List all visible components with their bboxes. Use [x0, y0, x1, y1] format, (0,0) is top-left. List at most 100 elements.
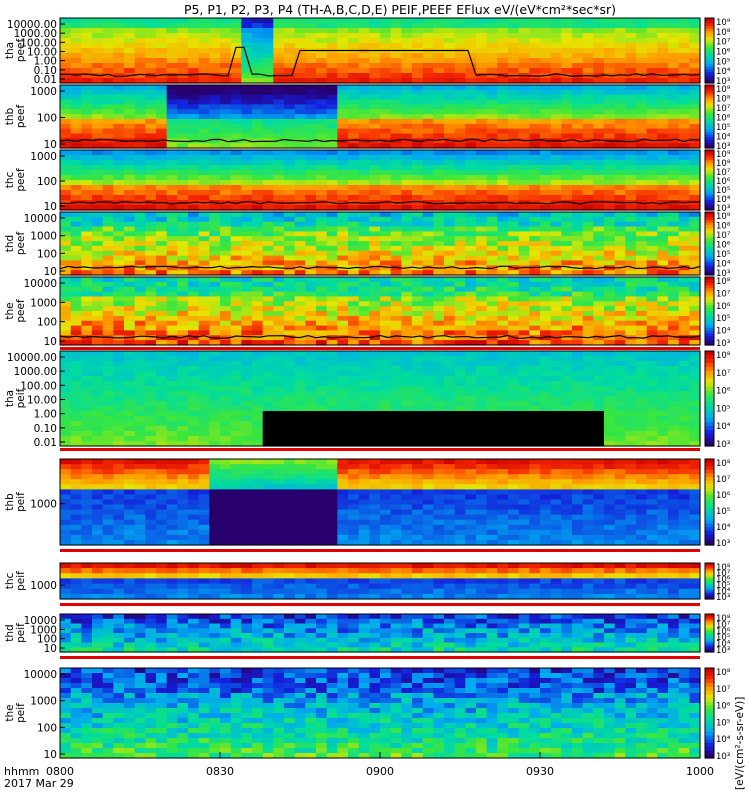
panel-tha-peef: tha peef 10000.001000.00100.0010.001.000.1…	[4, 17, 731, 87]
y-tick-label: 10000	[24, 213, 57, 225]
y-axis-label: tha	[4, 390, 16, 407]
panel-the-peef: the peef 10000 1000 100 10 10⁸ 10⁷ 10⁶ 10⁵ 10⁴ 10³	[4, 276, 731, 349]
y-tick-label: 10	[44, 266, 57, 278]
y-tick-label: 100	[37, 248, 57, 260]
y-tick-label: 100.00	[20, 380, 57, 392]
heatmap-cells	[60, 212, 701, 276]
y-tick-label: 10	[44, 336, 57, 348]
colorbar-tick-label: 10⁷	[716, 168, 731, 178]
y-tick-label: 10	[44, 201, 57, 213]
y-axis-label: thb	[4, 107, 16, 125]
panel-frame	[59, 149, 701, 211]
heatmap-cells	[60, 150, 701, 211]
colorbar-tick-label: 10⁶	[716, 114, 731, 124]
heatmap-cells	[60, 85, 701, 149]
panel-thb-peif: thb peif 1000 10⁸ 10⁷ 10⁶ 10⁵ 10⁴ 10³	[4, 458, 731, 549]
y-tick-label: 10	[44, 139, 57, 151]
colorbar-tick-label: 10⁷	[716, 369, 731, 379]
y-tick-label: 1000	[30, 151, 57, 163]
y-axis-label: tha	[4, 42, 16, 59]
y-tick-label: 10	[44, 749, 57, 761]
y-tick-label: 100	[37, 176, 57, 188]
panel-the-peif: the peif 10000 1000 100 10 10⁸ 10⁷ 10⁶ 10⁵ 10⁴ 10³	[4, 667, 731, 762]
x-tick-label: 0800	[46, 765, 74, 778]
y-axis-label: peef	[15, 39, 27, 63]
colorbar-tick-label: 10⁸	[716, 28, 731, 38]
y-tick-label: 1000	[30, 86, 57, 98]
y-tick-label: 1000.00	[14, 366, 57, 378]
panel-frame	[59, 17, 701, 84]
panel-frame	[59, 458, 701, 546]
y-axis-label: peif	[15, 703, 27, 723]
y-tick-label: 10000.00	[7, 19, 57, 31]
y-axis-label: peef	[15, 299, 27, 323]
colorbar-tick-label: 10⁸	[716, 222, 731, 232]
y-tick-label: 1000	[30, 696, 57, 708]
colorbar-tick-label: 10⁵	[716, 718, 730, 728]
colorbar-tick-label: 10⁴	[716, 422, 731, 432]
colorbar-tick-label: 10⁸	[716, 277, 731, 287]
colorbar-tick-label: 10⁵	[716, 250, 730, 260]
y-tick-label: 10	[44, 643, 57, 655]
colorbar-tick-label: 10⁴	[716, 735, 731, 745]
colorbar-tick-label: 10⁷	[716, 620, 731, 630]
colorbar-tick-label: 10⁸	[716, 351, 731, 361]
y-axis-label: thb	[4, 493, 16, 511]
colorbar-tick-label: 10³	[716, 269, 730, 279]
y-axis-label: peif	[15, 623, 27, 643]
y-tick-label: 1000	[30, 624, 57, 636]
colorbar-tick-label: 10⁷	[716, 38, 731, 48]
y-tick-label: 1000.00	[14, 28, 57, 40]
colorbar-tick-label: 10⁴	[716, 195, 731, 205]
y-tick-label: 100	[37, 113, 57, 125]
colorbar-tick-label: 10⁶	[716, 48, 731, 58]
y-tick-label: 10.00	[27, 395, 57, 407]
colorbar-tick-label: 10⁶	[716, 302, 731, 312]
heatmap-cells	[60, 614, 701, 653]
y-tick-label: 10000.00	[7, 352, 57, 364]
overlay-line	[59, 265, 701, 270]
overlay-line	[59, 334, 701, 339]
colorbar-tick-label: 10⁵	[716, 186, 730, 196]
y-axis-label: peif	[15, 571, 27, 591]
colorbar-tick-label: 10⁶	[716, 387, 731, 397]
y-axis-label: peef	[15, 232, 27, 256]
colorbar-tick-label: 10⁹	[716, 18, 731, 28]
y-tick-label: 0.10	[34, 423, 57, 435]
separator-bar	[60, 448, 700, 451]
y-tick-label: 10000	[24, 278, 57, 290]
figure-title: P5, P1, P2, P3, P4 (TH-A,B,C,D,E) PEIF,P…	[184, 2, 616, 17]
y-tick-label: 0.01	[34, 74, 57, 86]
colorbar-tick-label: 10⁸	[716, 459, 731, 469]
y-axis-label: thd	[4, 235, 16, 252]
colorbar-tick-label: 10⁴	[716, 587, 731, 597]
y-tick-label: 1.00	[34, 56, 57, 68]
colorbar-tick-label: 10⁹	[716, 150, 731, 160]
y-axis-label: peef	[15, 168, 27, 192]
colorbar-tick-label: 10⁷	[716, 569, 731, 579]
colorbar-tick-label: 10⁷	[716, 685, 731, 695]
colorbar-tick-label: 10⁵	[716, 507, 730, 517]
separator-bar	[60, 656, 700, 659]
x-tick-label: 1000	[686, 765, 714, 778]
y-axis-label: peef	[15, 105, 27, 129]
y-tick-label: 10000	[24, 669, 57, 681]
x-tick-label: 0930	[526, 765, 554, 778]
colorbar-tick-label: 10⁸	[716, 563, 731, 573]
colorbar-tick-label: 10⁶	[716, 177, 731, 187]
y-tick-label: 1000	[30, 580, 57, 592]
colorbar-tick-label: 10³	[716, 752, 730, 762]
panel-frame	[59, 84, 701, 149]
colorbar-tick-label: 10⁹	[716, 212, 731, 222]
heatmap-cells	[60, 668, 701, 759]
